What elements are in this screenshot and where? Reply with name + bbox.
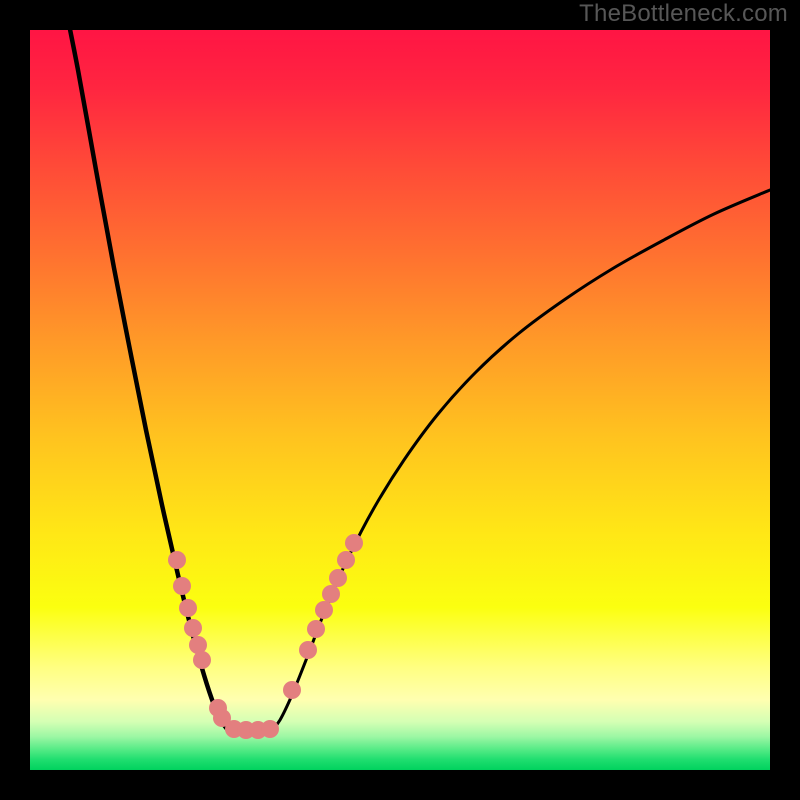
curve-left-branch [60, 30, 228, 730]
data-marker [315, 601, 333, 619]
data-marker [179, 599, 197, 617]
data-marker [168, 551, 186, 569]
plot-area [30, 30, 770, 770]
data-marker [184, 619, 202, 637]
curve-layer [30, 30, 770, 770]
data-marker [307, 620, 325, 638]
data-marker [299, 641, 317, 659]
curve-right-branch [272, 190, 770, 730]
watermark-text: TheBottleneck.com [579, 0, 788, 28]
data-marker [345, 534, 363, 552]
marker-group [168, 534, 363, 739]
data-marker [322, 585, 340, 603]
data-marker [261, 720, 279, 738]
data-marker [193, 651, 211, 669]
data-marker [329, 569, 347, 587]
data-marker [283, 681, 301, 699]
data-marker [173, 577, 191, 595]
chart-stage: TheBottleneck.com [0, 0, 800, 800]
data-marker [337, 551, 355, 569]
